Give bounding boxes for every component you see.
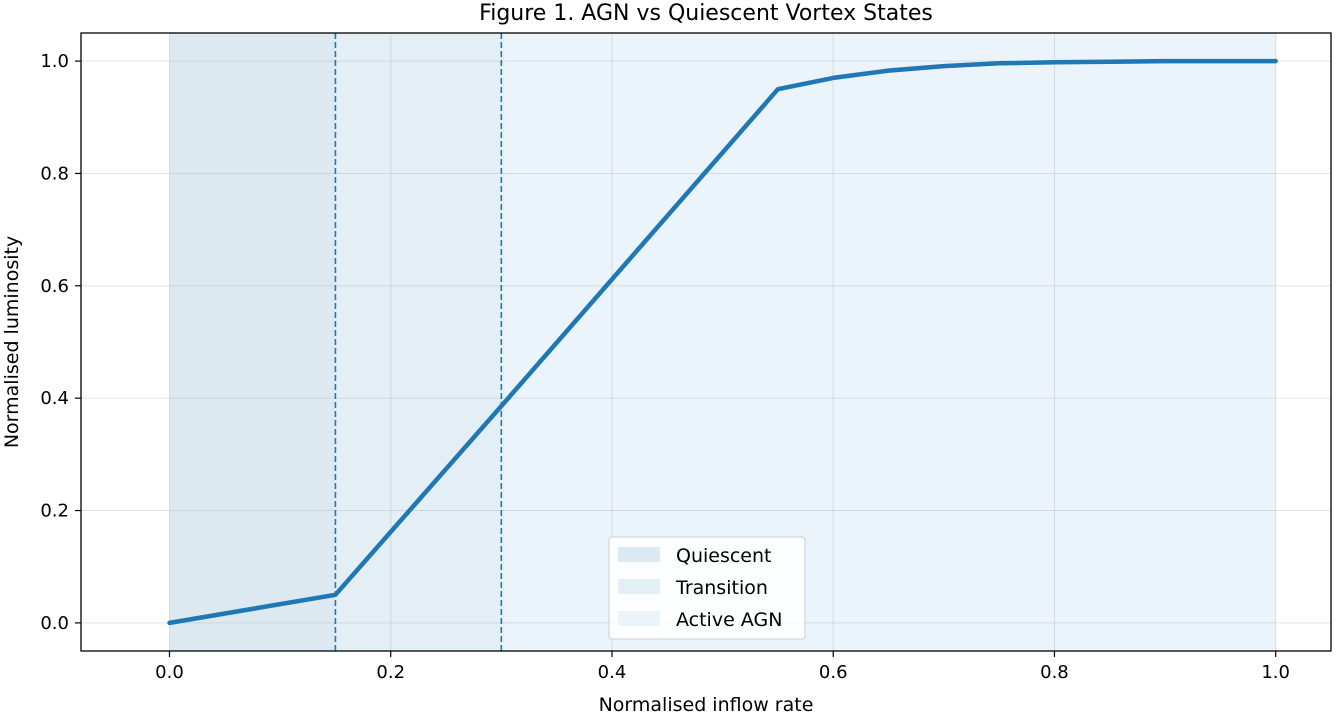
legend: Quiescent Transition Active AGN (608, 536, 806, 640)
legend-label: Quiescent (676, 545, 772, 567)
legend-label: Active AGN (676, 609, 782, 631)
region-quiescent (169, 33, 336, 651)
x-tick-label: 0.2 (376, 662, 405, 683)
y-tick-label: 0.8 (40, 163, 69, 184)
y-tick-label: 0.6 (40, 276, 69, 297)
plot-frame (80, 32, 1332, 652)
grid (81, 33, 1331, 651)
y-axis-label: Normalised luminosity (1, 236, 23, 448)
series-line (167, 58, 1278, 626)
x-tick-label: 0.6 (819, 662, 848, 683)
x-tick-label: 0.4 (598, 662, 627, 683)
x-axis-label: Normalised inflow rate (599, 694, 814, 713)
region-group (169, 33, 1276, 651)
x-axis-ticks: 0.0 0.2 0.4 0.6 0.8 1.0 (155, 651, 1290, 683)
y-tick-label: 0.4 (40, 388, 69, 409)
x-tick-label: 0.0 (155, 662, 184, 683)
x-tick-label: 0.8 (1040, 662, 1069, 683)
legend-swatch (618, 611, 660, 626)
y-tick-label: 1.0 (40, 51, 69, 72)
y-tick-label: 0.2 (40, 501, 69, 522)
region-transition (335, 33, 502, 651)
legend-label: Transition (675, 577, 768, 599)
legend-swatch (618, 579, 660, 594)
series-group (167, 58, 1278, 626)
chart-title: Figure 1. AGN vs Quiescent Vortex States (479, 1, 933, 26)
y-tick-label: 0.0 (40, 613, 69, 634)
legend-swatch (618, 547, 660, 562)
threshold-lines (334, 33, 503, 651)
y-axis-ticks: 0.0 0.2 0.4 0.6 0.8 1.0 (40, 51, 81, 634)
x-tick-label: 1.0 (1261, 662, 1290, 683)
